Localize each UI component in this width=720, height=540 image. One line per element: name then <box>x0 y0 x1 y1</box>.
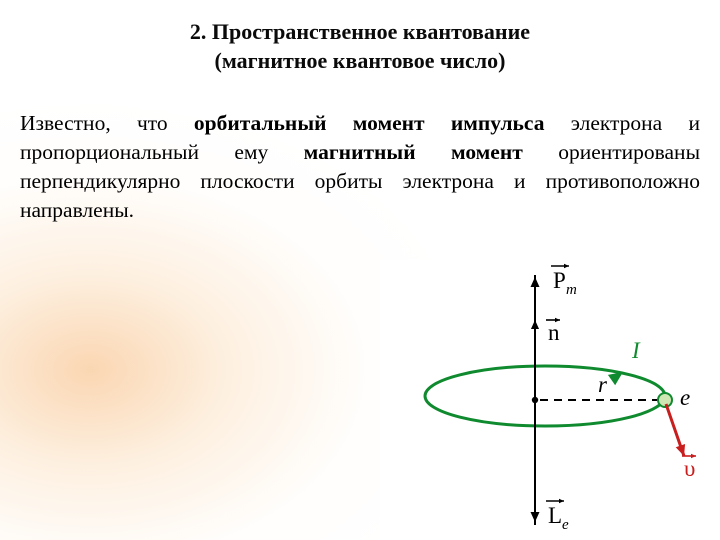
svg-text:υ: υ <box>684 456 695 481</box>
svg-text:e: e <box>562 517 569 533</box>
body-paragraph: Известно, что орбитальный момент импульс… <box>20 109 700 225</box>
para-bold-1: орбитальный момент импульса <box>194 111 545 135</box>
svg-text:n: n <box>548 320 560 345</box>
svg-text:P: P <box>553 268 566 293</box>
page-title: 2. Пространственное квантование (магнитн… <box>20 18 700 75</box>
svg-text:I: I <box>631 338 641 363</box>
title-line-1: 2. Пространственное квантование <box>190 19 530 44</box>
svg-text:m: m <box>566 282 577 298</box>
title-line-2: (магнитное квантовое число) <box>215 48 506 73</box>
svg-text:L: L <box>548 503 562 528</box>
slide-content: 2. Пространственное квантование (магнитн… <box>0 0 720 225</box>
svg-text:r: r <box>598 372 608 397</box>
para-bold-3: магнитный момент <box>304 140 523 164</box>
orbit-diagram: Pm n Ir e υ Le <box>380 260 710 540</box>
svg-text:e: e <box>680 385 690 410</box>
para-part-0: Известно, что <box>20 111 194 135</box>
